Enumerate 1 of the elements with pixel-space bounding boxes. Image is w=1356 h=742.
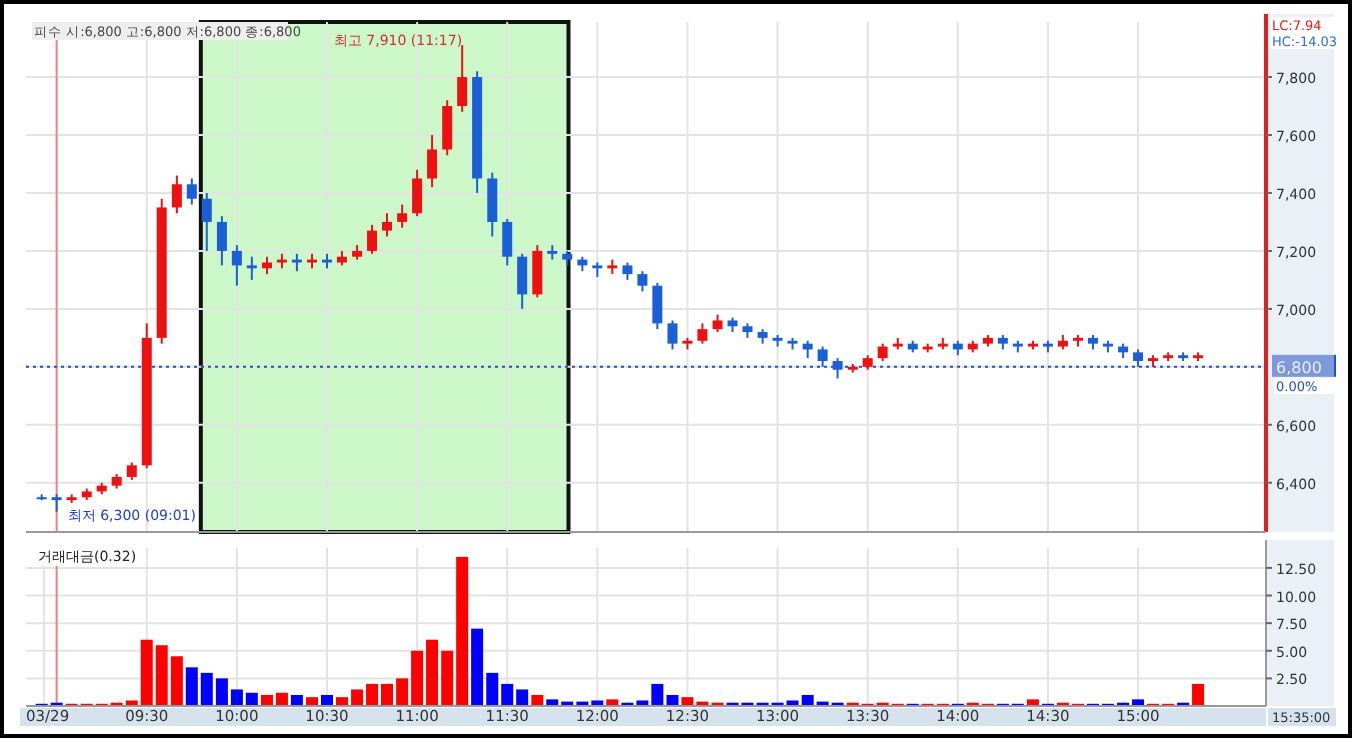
ref-line-label: 6,800 xyxy=(1276,358,1322,377)
